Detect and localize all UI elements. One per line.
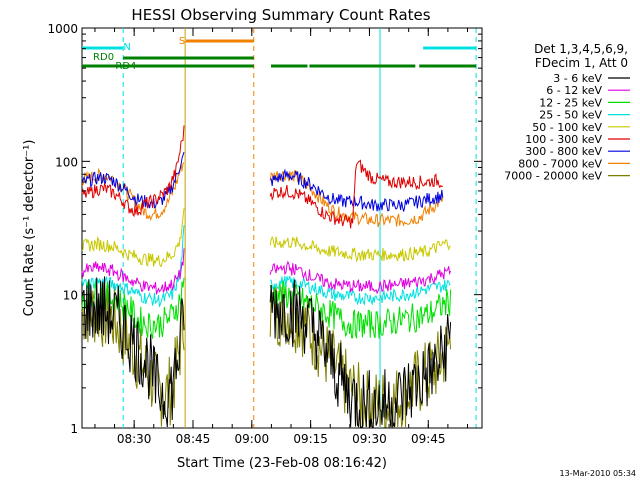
series-3-seg2 (270, 275, 451, 306)
legend-entry-label-0: 3 - 6 keV (553, 72, 602, 85)
series-6-seg2 (270, 168, 444, 212)
legend-entry-label-8: 7000 - 20000 keV (504, 170, 602, 183)
series-0-seg2 (269, 279, 452, 428)
legend-entry-label-6: 300 - 800 keV (525, 145, 602, 158)
series-5-seg2 (269, 159, 443, 229)
x-tick-label-0: 08:30 (117, 432, 152, 446)
series-1-seg1 (81, 248, 185, 295)
flag-label-rd0: RD0 (93, 52, 114, 63)
x-tick-label-5: 09:45 (411, 432, 446, 446)
chart-title: HESSI Observing Summary Count Rates (131, 6, 430, 24)
flag-label-s: S (179, 36, 185, 47)
y-axis-label: Count Rate (s⁻¹ detector⁻¹) (22, 140, 37, 317)
series-8-seg1 (81, 280, 185, 427)
legend-entry-label-2: 12 - 25 keV (539, 96, 602, 109)
footer-timestamp: 13-Mar-2010 05:34 (560, 469, 637, 478)
x-tick-label-4: 09:30 (352, 432, 387, 446)
series-4-seg1 (81, 208, 185, 268)
axis-tick-layer: 08:30 08:45 09:00 09:15 09:30 09:45 1 10 100 1000 (47, 22, 482, 446)
plot-frame (81, 27, 483, 429)
flag-label-rd4: RD4 (115, 61, 136, 72)
legend-entry-label-4: 50 - 100 keV (532, 121, 602, 134)
legend-entry-label-5: 100 - 300 keV (525, 133, 602, 146)
x-tick-label-3: 09:15 (293, 432, 328, 446)
series-0-seg1 (81, 276, 185, 428)
legend-entry-label-3: 25 - 50 keV (539, 109, 602, 122)
y-tick-label-1: 10 (63, 289, 78, 303)
legend: Det 1,3,4,5,6,9, FDecim 1, Att 0 3 - 6 k… (504, 42, 630, 183)
legend-header-line-2: FDecim 1, Att 0 (535, 56, 628, 70)
x-axis-label: Start Time (23-Feb-08 08:16:42) (177, 456, 387, 471)
series-layer (81, 125, 452, 429)
series-1-seg2 (269, 260, 452, 295)
series-4-seg2 (269, 235, 451, 263)
y-tick-label-0: 1 (70, 422, 78, 436)
legend-entry-label-1: 6 - 12 keV (546, 84, 602, 97)
x-tick-label-2: 09:00 (235, 432, 270, 446)
y-tick-label-3: 1000 (47, 22, 78, 36)
legend-entry-label-7: 800 - 7000 keV (518, 157, 602, 170)
series-5-seg1 (81, 125, 185, 218)
x-tick-label-1: 08:45 (176, 432, 211, 446)
legend-header-line-1: Det 1,3,4,5,6,9, (534, 42, 628, 56)
series-3-seg1 (81, 225, 185, 307)
flag-label-n: N (123, 42, 130, 53)
y-tick-label-2: 100 (55, 155, 78, 169)
